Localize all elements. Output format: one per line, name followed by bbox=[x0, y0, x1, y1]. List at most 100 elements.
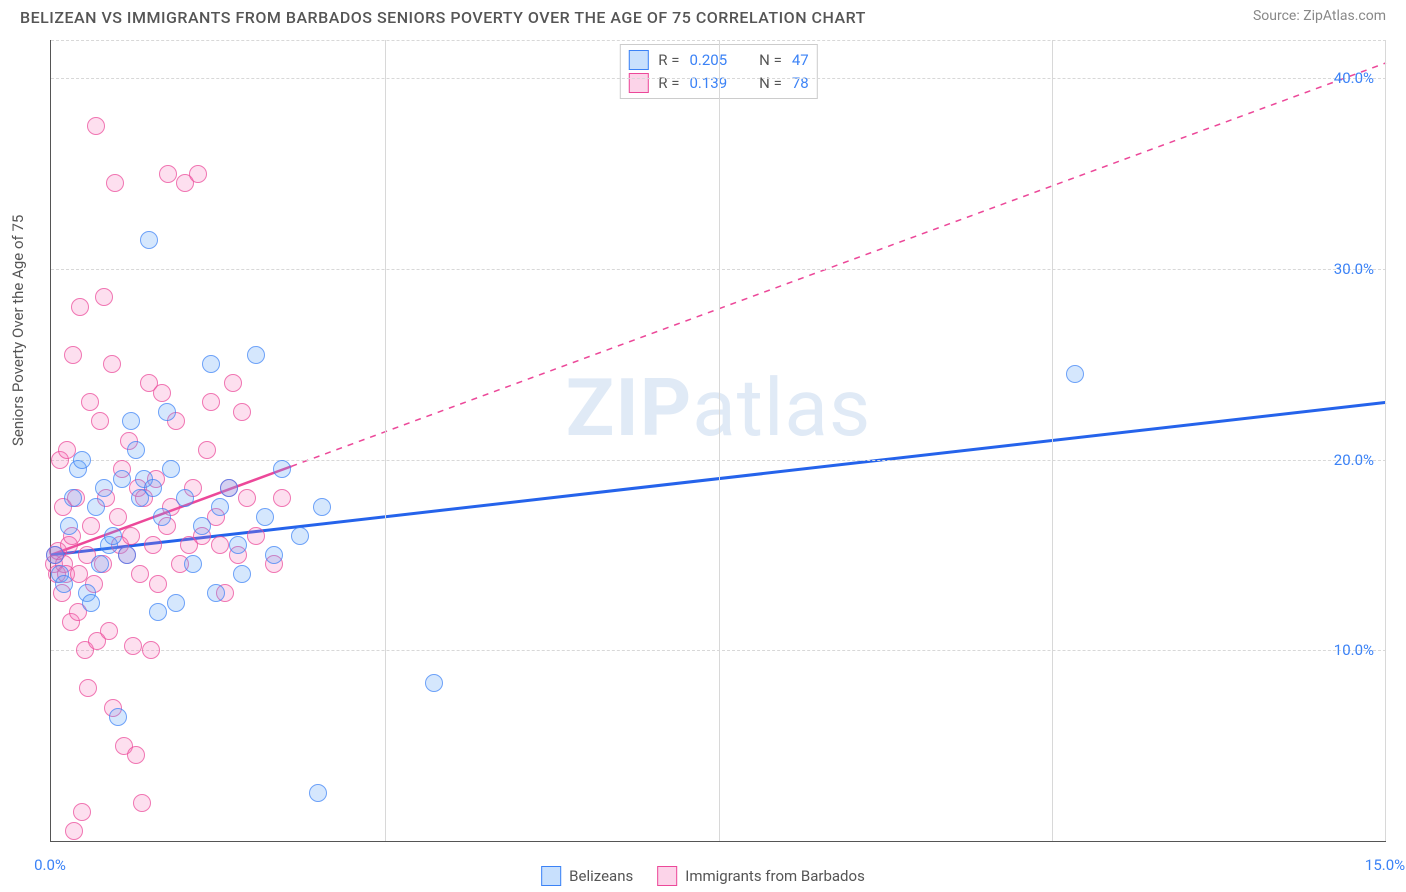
chart-plot-area: ZIPatlas R = 0.205 N = 47 R = 0.139 N = … bbox=[50, 40, 1386, 842]
legend-item-barbados: Immigrants from Barbados bbox=[657, 866, 865, 886]
swatch-blue-icon bbox=[541, 866, 561, 886]
r-label: R = bbox=[658, 49, 679, 72]
data-point-belizeans bbox=[202, 355, 220, 373]
data-point-barbados bbox=[64, 346, 82, 364]
data-point-barbados bbox=[142, 641, 160, 659]
data-point-barbados bbox=[124, 637, 142, 655]
n-label: N = bbox=[759, 72, 782, 95]
data-point-barbados bbox=[224, 374, 242, 392]
data-point-belizeans bbox=[113, 470, 131, 488]
data-point-belizeans bbox=[162, 460, 180, 478]
data-point-belizeans bbox=[207, 584, 225, 602]
data-point-belizeans bbox=[313, 498, 331, 516]
data-point-belizeans bbox=[229, 536, 247, 554]
data-point-belizeans bbox=[309, 784, 327, 802]
data-point-barbados bbox=[87, 117, 105, 135]
xtick-label: 15.0% bbox=[1365, 856, 1405, 874]
data-point-barbados bbox=[233, 403, 251, 421]
data-point-barbados bbox=[247, 527, 265, 545]
data-point-belizeans bbox=[247, 346, 265, 364]
ytick-label: 10.0% bbox=[1334, 641, 1374, 659]
data-point-barbados bbox=[122, 527, 140, 545]
data-point-belizeans bbox=[46, 546, 64, 564]
gridline-v bbox=[385, 40, 386, 841]
data-point-belizeans bbox=[220, 479, 238, 497]
data-point-belizeans bbox=[73, 451, 91, 469]
chart-title: BELIZEAN VS IMMIGRANTS FROM BARBADOS SEN… bbox=[20, 8, 866, 27]
data-point-belizeans bbox=[265, 546, 283, 564]
ytick-label: 40.0% bbox=[1334, 69, 1374, 87]
data-point-barbados bbox=[91, 412, 109, 430]
data-point-barbados bbox=[82, 517, 100, 535]
data-point-barbados bbox=[95, 288, 113, 306]
data-point-belizeans bbox=[176, 489, 194, 507]
data-point-belizeans bbox=[87, 498, 105, 516]
data-point-belizeans bbox=[118, 546, 136, 564]
chart-header: BELIZEAN VS IMMIGRANTS FROM BARBADOS SEN… bbox=[0, 0, 1406, 31]
data-point-belizeans bbox=[95, 479, 113, 497]
data-point-barbados bbox=[189, 165, 207, 183]
swatch-blue-icon bbox=[628, 50, 648, 70]
data-point-barbados bbox=[202, 393, 220, 411]
data-point-belizeans bbox=[211, 498, 229, 516]
data-point-belizeans bbox=[1066, 365, 1084, 383]
gridline-v bbox=[1052, 40, 1053, 841]
r-label: R = bbox=[658, 72, 679, 95]
ytick-label: 30.0% bbox=[1334, 260, 1374, 278]
data-point-barbados bbox=[133, 794, 151, 812]
n-value-barbados: 78 bbox=[792, 72, 809, 95]
legend-label-barbados: Immigrants from Barbados bbox=[685, 867, 865, 885]
data-point-belizeans bbox=[109, 708, 127, 726]
data-point-belizeans bbox=[127, 441, 145, 459]
data-point-barbados bbox=[109, 508, 127, 526]
data-point-barbados bbox=[238, 489, 256, 507]
ytick-label: 20.0% bbox=[1334, 451, 1374, 469]
data-point-barbados bbox=[106, 174, 124, 192]
data-point-barbados bbox=[159, 165, 177, 183]
swatch-pink-icon bbox=[657, 866, 677, 886]
r-value-belizeans: 0.205 bbox=[689, 49, 727, 72]
data-point-barbados bbox=[144, 536, 162, 554]
data-point-barbados bbox=[73, 803, 91, 821]
legend-item-belizeans: Belizeans bbox=[541, 866, 633, 886]
data-point-belizeans bbox=[122, 412, 140, 430]
n-value-belizeans: 47 bbox=[792, 49, 809, 72]
data-point-belizeans bbox=[273, 460, 291, 478]
data-point-barbados bbox=[153, 384, 171, 402]
data-point-barbados bbox=[79, 679, 97, 697]
data-point-belizeans bbox=[144, 479, 162, 497]
data-point-barbados bbox=[149, 575, 167, 593]
data-point-barbados bbox=[65, 822, 83, 840]
data-point-belizeans bbox=[193, 517, 211, 535]
data-point-belizeans bbox=[158, 403, 176, 421]
data-point-belizeans bbox=[82, 594, 100, 612]
swatch-pink-icon bbox=[628, 73, 648, 93]
data-point-belizeans bbox=[55, 575, 73, 593]
gridline-v bbox=[1385, 40, 1386, 841]
gridline-v bbox=[719, 40, 720, 841]
data-point-barbados bbox=[100, 622, 118, 640]
data-point-belizeans bbox=[291, 527, 309, 545]
data-point-belizeans bbox=[256, 508, 274, 526]
data-point-belizeans bbox=[140, 231, 158, 249]
data-point-belizeans bbox=[64, 489, 82, 507]
data-point-barbados bbox=[103, 355, 121, 373]
data-point-belizeans bbox=[184, 555, 202, 573]
data-point-belizeans bbox=[233, 565, 251, 583]
data-point-barbados bbox=[198, 441, 216, 459]
data-point-barbados bbox=[273, 489, 291, 507]
data-point-belizeans bbox=[149, 603, 167, 621]
data-point-barbados bbox=[71, 298, 89, 316]
data-point-barbados bbox=[131, 565, 149, 583]
series-legend: Belizeans Immigrants from Barbados bbox=[541, 866, 865, 886]
r-value-barbados: 0.139 bbox=[689, 72, 727, 95]
data-point-barbados bbox=[127, 746, 145, 764]
data-point-barbados bbox=[81, 393, 99, 411]
n-label: N = bbox=[759, 49, 782, 72]
data-point-belizeans bbox=[425, 674, 443, 692]
data-point-belizeans bbox=[91, 555, 109, 573]
legend-label-belizeans: Belizeans bbox=[569, 867, 633, 885]
data-point-belizeans bbox=[60, 517, 78, 535]
data-point-belizeans bbox=[153, 508, 171, 526]
xtick-label: 0.0% bbox=[34, 856, 66, 874]
